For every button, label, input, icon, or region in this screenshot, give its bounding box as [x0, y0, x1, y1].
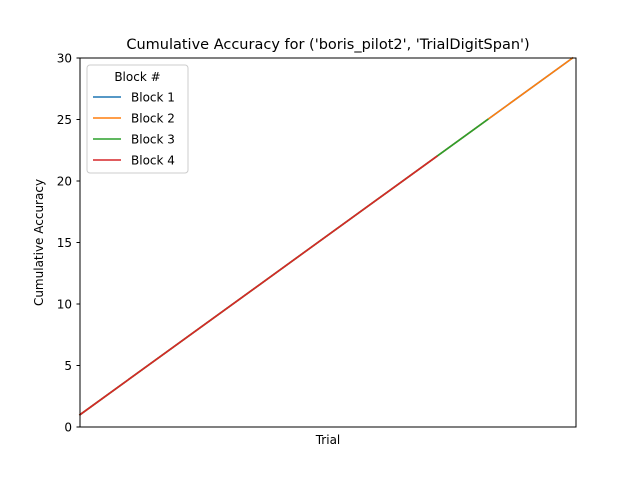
legend-label: Block 3	[131, 133, 175, 147]
legend-label: Block 2	[131, 112, 175, 126]
chart-title: Cumulative Accuracy for ('boris_pilot2',…	[126, 37, 529, 53]
legend-label: Block 1	[131, 91, 175, 105]
y-tick-label: 30	[57, 52, 72, 66]
plot-lines	[78, 56, 574, 416]
legend-label: Block 4	[131, 154, 175, 168]
legend-title: Block #	[114, 70, 160, 84]
legend-box	[86, 64, 189, 174]
y-axis-ticks: 0 5 10 15 20 25 30	[57, 52, 80, 435]
y-tick-label: 10	[57, 298, 72, 312]
y-tick-label: 20	[57, 175, 72, 189]
y-tick-label: 0	[64, 421, 72, 435]
series-line-block-4	[78, 155, 438, 416]
y-tick-label: 25	[57, 113, 72, 127]
y-tick-label: 15	[57, 236, 72, 250]
legend-items: Block 1 Block 2 Block 3 Block 4	[93, 91, 175, 168]
legend: Block # Block 1 Block 2 Block 3 Block 4	[86, 64, 189, 174]
x-axis-label: Trial	[315, 433, 341, 447]
y-tick-label: 5	[64, 359, 72, 373]
y-axis-label: Cumulative Accuracy	[32, 179, 46, 306]
